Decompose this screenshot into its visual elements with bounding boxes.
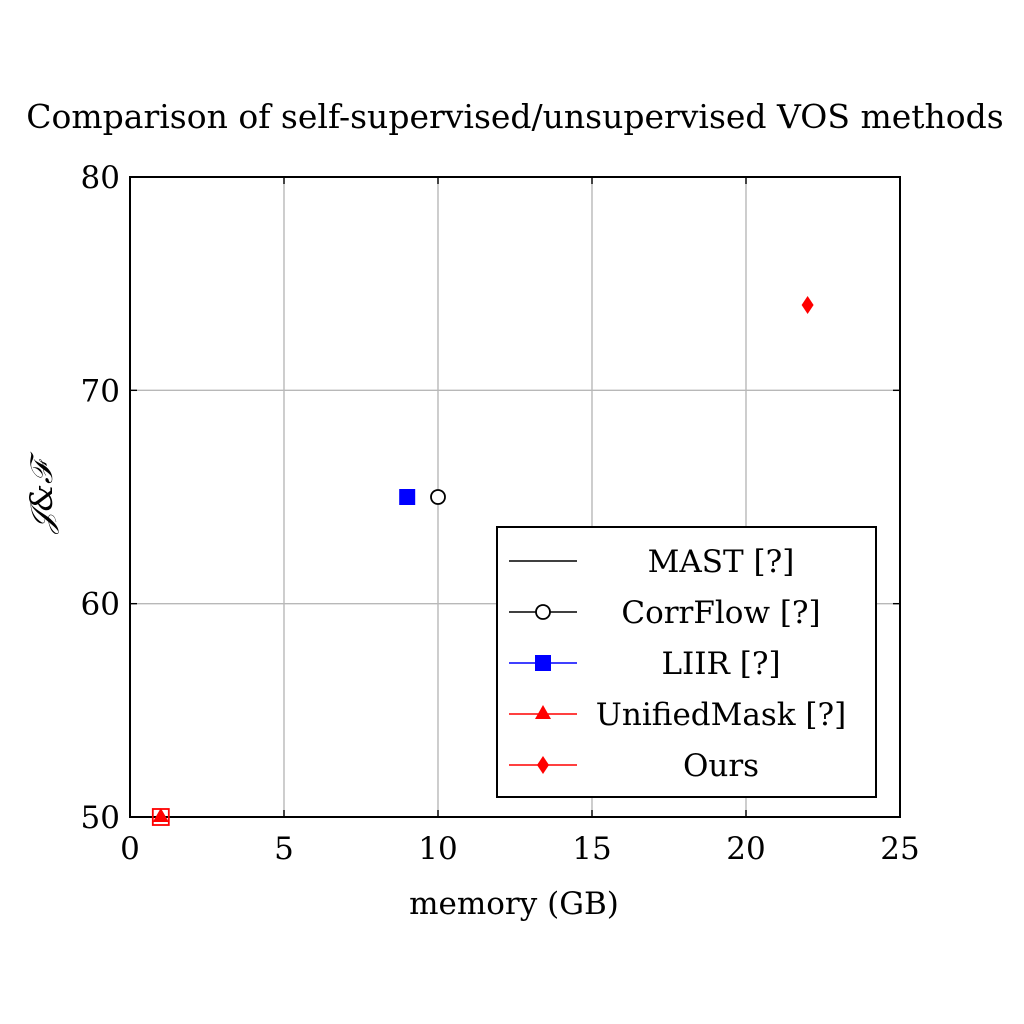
x-tick-label: 10 (418, 831, 457, 867)
data-marks (151, 296, 814, 826)
legend-marker-ours (537, 756, 549, 774)
chart-title: Comparison of self-supervised/unsupervis… (26, 97, 1003, 136)
x-tick-label: 20 (726, 831, 765, 867)
legend-label-unifiedmask: UnifiedMask [?] (596, 697, 846, 733)
legend-marker-unifiedmask (535, 705, 551, 719)
data-point-corrflow (430, 489, 446, 505)
legend-label-corrflow: CorrFlow [?] (621, 595, 820, 631)
legend-label-mast: MAST [?] (648, 544, 795, 580)
x-axis-label: memory (GB) (409, 886, 619, 922)
legend-label-liir: LIIR [?] (661, 646, 780, 682)
y-tick-label: 60 (81, 587, 120, 623)
x-tick-label: 0 (120, 831, 140, 867)
y-axis-label: 𝒥&ℱ (24, 451, 60, 535)
ticks: 0 5 10 15 20 25 50 60 70 80 (81, 160, 920, 867)
legend: MAST [?] CorrFlow [?] LIIR [?] UnifiedMask … (496, 526, 877, 798)
legend-marker-corrflow (535, 604, 551, 620)
data-point-liir (399, 489, 416, 505)
x-tick-label: 25 (880, 831, 919, 867)
y-tick-label: 70 (81, 373, 120, 409)
legend-marker-liir (535, 655, 551, 671)
legend-label-ours: Ours (683, 748, 759, 784)
data-point-unifiedmask (152, 808, 169, 822)
data-point-ours (801, 296, 814, 314)
y-tick-label: 80 (81, 160, 120, 196)
x-tick-label: 15 (572, 831, 611, 867)
y-tick-label: 50 (81, 800, 120, 836)
plot-frame (129, 176, 901, 818)
legend-box (496, 526, 877, 798)
x-tick-label: 5 (274, 831, 294, 867)
